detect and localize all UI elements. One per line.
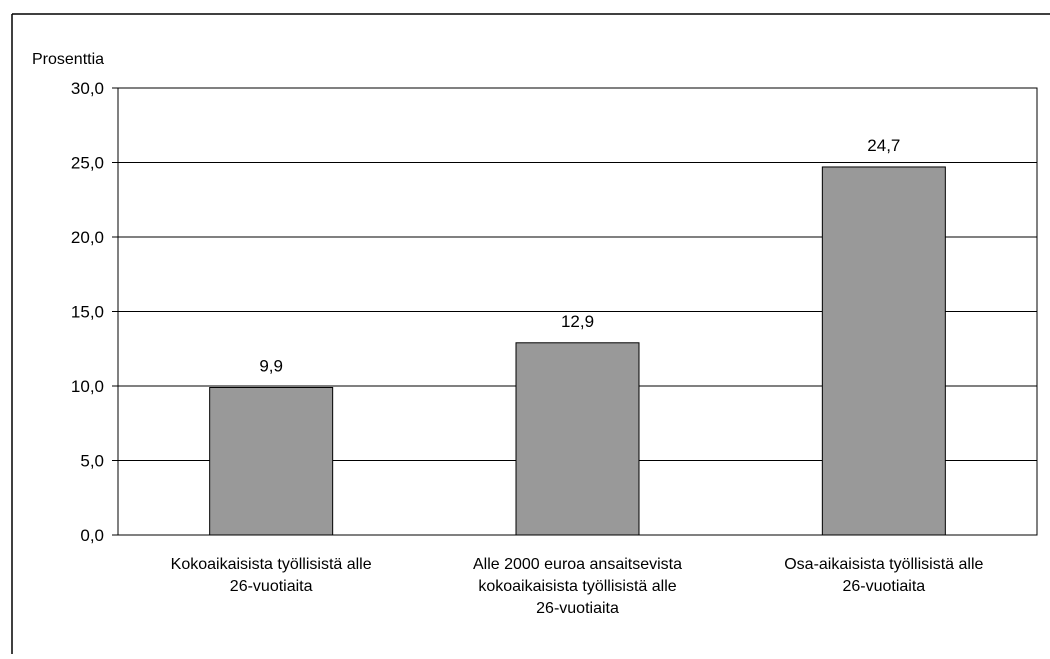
data-label: 12,9 [561,312,594,331]
plot-area-border [117,87,1038,536]
data-label: 24,7 [867,136,900,155]
x-tick-label: Alle 2000 euroa ansaitsevista kokoaikais… [472,556,683,617]
y-axis-title: Prosenttia [32,51,104,68]
y-tick-label: 5,0 [80,452,104,471]
x-tick-label: Osa-aikaisista työllisistä alle 26-vuoti… [784,556,984,595]
x-tick-label: Kokoaikaisista työllisistä alle 26-vuoti… [170,556,372,595]
y-tick-label: 25,0 [71,154,104,173]
bar [209,386,334,536]
y-tick-label: 10,0 [71,377,104,396]
y-tick-label: 30,0 [71,79,104,98]
bar [515,342,640,536]
y-tick-label: 20,0 [71,228,104,247]
y-tick-label: 15,0 [71,303,104,322]
data-label: 9,9 [259,356,283,375]
bar [821,166,946,536]
y-tick-label: 0,0 [80,526,104,545]
